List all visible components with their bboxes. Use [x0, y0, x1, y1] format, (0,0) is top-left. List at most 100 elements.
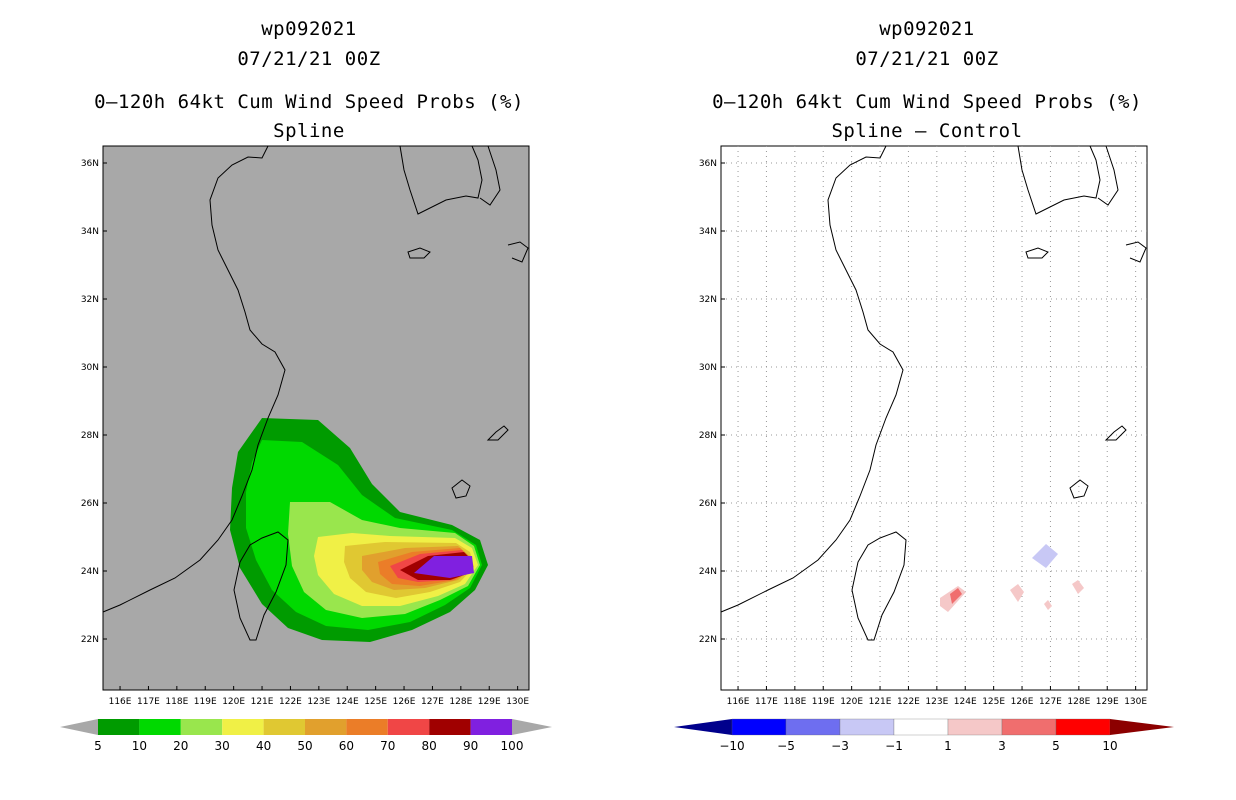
ryukyu-okinawa	[1069, 479, 1089, 499]
colorbar-box	[305, 719, 347, 735]
lon-label: 129E	[478, 697, 501, 707]
lon-label: 121E	[251, 697, 274, 707]
lat-label: 22N	[81, 635, 99, 645]
lat-label: 24N	[81, 567, 99, 577]
colorbar-low-arrow	[674, 719, 732, 735]
lat-label: 24N	[699, 567, 717, 577]
date-title: 07/21/21 00Z	[237, 48, 381, 70]
lon-label: 117E	[137, 697, 160, 707]
lat-label: 34N	[699, 227, 717, 237]
negative-patch	[1032, 544, 1058, 568]
colorbar-box	[429, 719, 471, 735]
colorbar-label: 3	[998, 739, 1006, 753]
map-axes: 36N 34N 32N 30N 28N 26N 24N 22N 116E 117E 118E 119…	[699, 159, 1148, 707]
lat-label: 22N	[699, 635, 717, 645]
lon-label: 120E	[840, 697, 863, 707]
product-title: 0–120h 64kt Cum Wind Speed Probs (%)	[94, 91, 524, 113]
japan-shikoku	[1125, 241, 1147, 263]
lon-label: 117E	[755, 697, 778, 707]
colorbar-high-arrow	[512, 719, 552, 735]
lon-label: 123E	[307, 697, 330, 707]
lon-label: 122E	[897, 697, 920, 707]
colorbar-label: 5	[1052, 739, 1060, 753]
lon-label: 123E	[925, 697, 948, 707]
lon-label: 116E	[727, 697, 750, 707]
colorbar-box	[98, 719, 140, 735]
probability-swath	[230, 418, 488, 642]
lon-label: 122E	[279, 697, 302, 707]
storm-id-title: wp092021	[261, 18, 357, 40]
ryukyu-okinawa	[451, 479, 471, 499]
positive-patch-e	[1044, 600, 1052, 610]
lat-label: 32N	[81, 295, 99, 305]
lon-label: 126E	[1011, 697, 1034, 707]
lat-label: 34N	[81, 227, 99, 237]
colorbar-box	[180, 719, 223, 735]
jeju-island	[407, 247, 431, 259]
colorbar-label: −5	[777, 739, 795, 753]
lon-label: 118E	[783, 697, 806, 707]
korea-coastline	[399, 145, 483, 215]
lat-label: 26N	[81, 499, 99, 509]
map-background	[720, 145, 1148, 691]
china-coastline	[102, 145, 286, 613]
positive-patch-d	[1072, 580, 1084, 594]
product-title: 0–120h 64kt Cum Wind Speed Probs (%)	[712, 91, 1142, 113]
coastline	[102, 145, 529, 641]
colorbar-label: 90	[463, 739, 478, 753]
colorbar-box	[263, 719, 305, 735]
jeju-island	[1025, 247, 1049, 259]
lon-label: 128E	[449, 697, 472, 707]
colorbar-label: 80	[422, 739, 437, 753]
colorbar-box	[1055, 718, 1111, 736]
colorbar-box	[387, 719, 430, 735]
lon-label: 125E	[364, 697, 387, 707]
lat-label: 36N	[699, 159, 717, 169]
probability-colorbar: 5 10 20 30 40 50 60 70 80 90 100	[60, 719, 552, 753]
lon-label: 127E	[421, 697, 444, 707]
lon-label: 120E	[222, 697, 245, 707]
colorbar-label: 1	[944, 739, 952, 753]
lon-label: 121E	[869, 697, 892, 707]
positive-patch-c	[1010, 584, 1024, 602]
lat-label: 32N	[699, 295, 717, 305]
colorbar-label: 50	[297, 739, 312, 753]
colorbar-box	[470, 719, 512, 735]
left-panel: wp092021 07/21/21 00Z 0–120h 64kt Cum Wi…	[60, 18, 552, 753]
latitude-labels: 36N 34N 32N 30N 28N 26N 24N 22N	[699, 159, 725, 645]
right-panel: wp092021 07/21/21 00Z 0–120h 64kt Cum Wi…	[618, 0, 1236, 800]
difference-patches	[940, 544, 1084, 612]
longitude-labels: 116E 117E 118E 119E 120E 121E 122E 123E 124E 125E…	[109, 686, 529, 707]
colorbar-high-arrow	[1110, 719, 1174, 735]
lat-label: 30N	[699, 363, 717, 373]
dotted-grid	[721, 146, 1147, 690]
storm-id-title: wp092021	[879, 18, 975, 40]
probability-map	[102, 145, 530, 691]
method-title: Spline	[273, 120, 345, 142]
lat-label: 26N	[699, 499, 717, 509]
colorbar-box	[222, 719, 264, 735]
japan-kyushu	[479, 145, 501, 206]
lon-label: 125E	[982, 697, 1005, 707]
difference-colorbar: −10 −5 −3 −1 1 3 5 10	[674, 718, 1174, 753]
colorbar-label: 10	[132, 739, 147, 753]
colorbar-box	[139, 719, 181, 735]
lon-label: 130E	[506, 697, 529, 707]
china-coastline	[720, 145, 904, 613]
japan-shikoku	[507, 241, 529, 263]
colorbar-label: 40	[256, 739, 271, 753]
colorbar-label: −3	[831, 739, 849, 753]
lon-label: 116E	[109, 697, 132, 707]
colorbar-box	[947, 718, 1003, 736]
colorbar-label: 100	[501, 739, 524, 753]
lon-label: 130E	[1124, 697, 1147, 707]
colorbar-box	[346, 719, 388, 735]
colorbar-label: −10	[719, 739, 744, 753]
method-title: Spline – Control	[831, 120, 1023, 142]
lat-label: 30N	[81, 363, 99, 373]
korea-coastline	[1017, 145, 1101, 215]
ryukyu-islands	[486, 425, 509, 441]
lat-label: 28N	[81, 431, 99, 441]
contour-90	[414, 556, 474, 578]
colorbar-label: 20	[173, 739, 188, 753]
